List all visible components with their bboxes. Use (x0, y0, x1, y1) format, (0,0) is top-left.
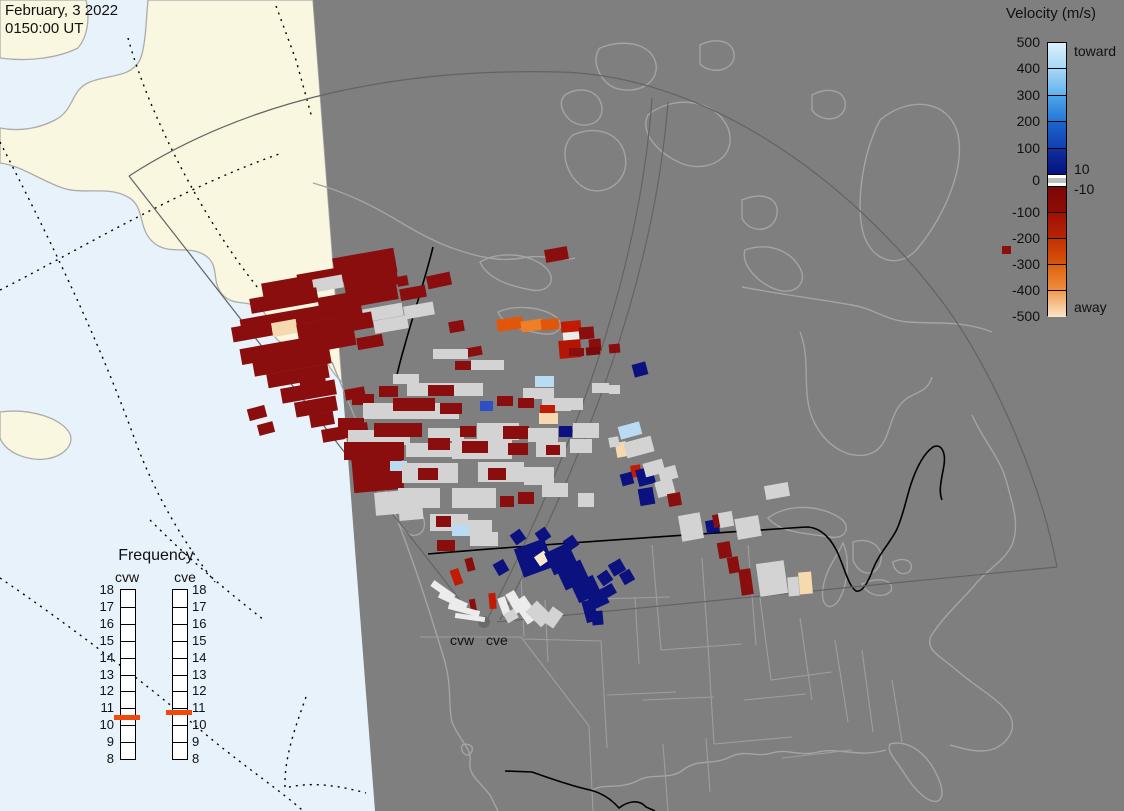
frequency-scale-label: 18 (192, 582, 207, 597)
velocity-tick-label: 400 (1016, 60, 1040, 77)
frequency-scale-label: 16 (192, 615, 207, 631)
frequency-scale-label: 9 (192, 734, 200, 750)
pos10-label: 10 (1074, 161, 1090, 177)
frequency-column-header-cve: cve (174, 569, 196, 585)
velocity-tick-label: -300 (1011, 256, 1040, 272)
date-label: February, 3 2022 (5, 2, 119, 19)
frequency-scale-label: 14 (192, 649, 207, 665)
frequency-scale-tick (173, 725, 187, 726)
frequency-scale-label: 8 (106, 751, 114, 766)
frequency-scale-label: 10 (192, 717, 207, 733)
velocity-zero-band (1048, 174, 1066, 187)
frequency-scale-tick (121, 725, 135, 726)
frequency-scale-box-cvw (120, 589, 136, 760)
frequency-scale-label: 8 (192, 751, 200, 766)
velocity-segment-away (1048, 186, 1066, 213)
frequency-scale-label: 12 (192, 683, 207, 699)
frequency-scale-tick (121, 742, 135, 743)
frequency-scale-label: 16 (99, 615, 114, 631)
velocity-segment-away (1048, 290, 1066, 317)
frequency-scale-tick (173, 658, 187, 659)
time-label: 0150:00 UT (5, 20, 84, 37)
frequency-scale-tick (173, 641, 187, 642)
land-chukotka (0, 0, 89, 61)
timestamp-block: February, 3 2022 0150:00 UT (5, 2, 118, 38)
frequency-scale-tick (173, 691, 187, 692)
frequency-marker-cvw (114, 714, 140, 720)
velocity-tick-label: 200 (1016, 113, 1040, 130)
frequency-scale-tick (121, 658, 135, 659)
frequency-scale-label: 11 (100, 700, 115, 716)
velocity-tick-label: 0 (1032, 172, 1040, 188)
frequency-column-header-cvw: cvw (114, 569, 140, 585)
frequency-scale-label: 14 (99, 649, 114, 665)
velocity-segment-toward (1048, 43, 1066, 70)
frequency-scale-tick (173, 607, 187, 608)
frequency-scale-label: 13 (192, 666, 207, 682)
velocity-segment-toward (1048, 148, 1066, 175)
away-label: away (1074, 299, 1107, 315)
velocity-segment-away (1048, 264, 1066, 291)
frequency-scale-label: 15 (192, 632, 207, 648)
toward-label: toward (1074, 43, 1117, 59)
frequency-scale-label: 17 (99, 598, 114, 614)
frequency-scale-box-cve (172, 589, 188, 760)
frequency-scale-label: 11 (192, 700, 206, 716)
frequency-scale-tick (121, 624, 135, 625)
velocity-tick-label: 100 (1016, 139, 1040, 156)
velocity-segment-away (1048, 212, 1066, 239)
frequency-scale-tick (121, 675, 135, 676)
radar-site-dot (478, 616, 490, 628)
frequency-scale-label: 15 (99, 632, 114, 648)
velocity-tick-label: 300 (1016, 86, 1040, 103)
velocity-colorbar (1047, 42, 1067, 317)
velocity-tick-label: -100 (1011, 204, 1040, 220)
frequency-marker-cve (166, 709, 192, 715)
frequency-scale-label: 9 (106, 734, 114, 750)
frequency-scale-tick (173, 708, 187, 709)
velocity-tick-label: -400 (1011, 282, 1040, 298)
velocity-tick-label: -500 (1011, 308, 1040, 324)
neg10-label: -10 (1074, 181, 1095, 197)
velocity-tick-label: 500 (1016, 34, 1040, 50)
frequency-legend-title: Frequency (118, 547, 194, 564)
frequency-scale-tick (121, 708, 135, 709)
velocity-tick-label: -200 (1011, 230, 1040, 246)
velocity-segment-toward (1048, 69, 1066, 96)
frequency-scale-tick (173, 675, 187, 676)
frequency-scale-tick (121, 607, 135, 608)
map-radar-label-cve: cve (486, 632, 508, 648)
velocity-segment-toward (1048, 95, 1066, 123)
frequency-scale-label: 17 (192, 598, 207, 614)
frequency-scale-tick (173, 624, 187, 625)
frequency-scale-tick (121, 641, 135, 642)
land-alaska-peninsula (0, 410, 72, 460)
frequency-scale-label: 12 (99, 683, 114, 699)
fov-outer-arc (128, 71, 1058, 568)
velocity-legend-title: Velocity (m/s) (1006, 5, 1097, 22)
frequency-scale-label: 13 (99, 666, 114, 682)
map-radar-label-cvw: cvw (450, 632, 475, 648)
velocity-segment-toward (1048, 122, 1066, 149)
velocity-segment-away (1048, 238, 1066, 265)
frequency-scale-tick (173, 742, 187, 743)
frequency-scale-label: 10 (99, 717, 114, 733)
frequency-scale-label: 18 (99, 582, 114, 597)
frequency-scale-tick (121, 691, 135, 692)
